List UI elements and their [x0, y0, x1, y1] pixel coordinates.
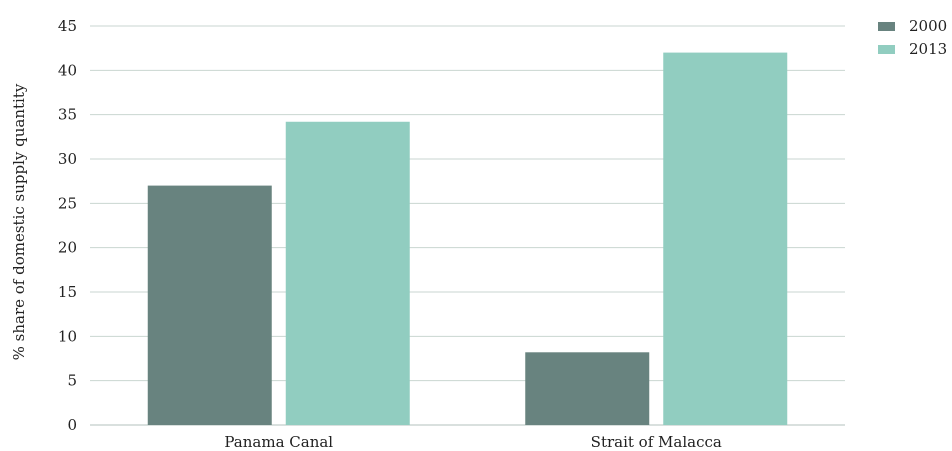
y-tick-label: 10: [58, 327, 77, 345]
legend: 2000 2013: [878, 17, 947, 58]
y-tick-label: 0: [67, 416, 77, 434]
bar-2013-strait-of-malacca: [663, 52, 788, 425]
x-tick-label: Strait of Malacca: [591, 433, 722, 451]
bar-2013-panama-canal: [285, 121, 410, 425]
y-axis-ticks: 0 5 10 15 20 25 30 35 40 45: [58, 17, 77, 434]
legend-label: 2013: [909, 40, 947, 58]
legend-label: 2000: [909, 17, 947, 35]
bars: [147, 52, 788, 425]
legend-swatch: [878, 45, 895, 54]
bar-2000-panama-canal: [147, 185, 272, 425]
bar-2000-strait-of-malacca: [525, 352, 650, 425]
x-tick-label: Panama Canal: [224, 433, 333, 451]
y-tick-label: 30: [58, 150, 77, 168]
y-tick-label: 45: [58, 17, 77, 35]
y-tick-label: 35: [58, 106, 77, 124]
y-axis-title: % share of domestic supply quantity: [10, 83, 28, 360]
legend-swatch: [878, 22, 895, 31]
y-tick-label: 40: [58, 61, 77, 79]
y-tick-label: 5: [67, 372, 77, 390]
y-tick-label: 20: [58, 239, 77, 257]
x-axis-ticks: Panama Canal Strait of Malacca: [224, 433, 721, 451]
y-tick-label: 15: [58, 283, 77, 301]
y-tick-label: 25: [58, 194, 77, 212]
